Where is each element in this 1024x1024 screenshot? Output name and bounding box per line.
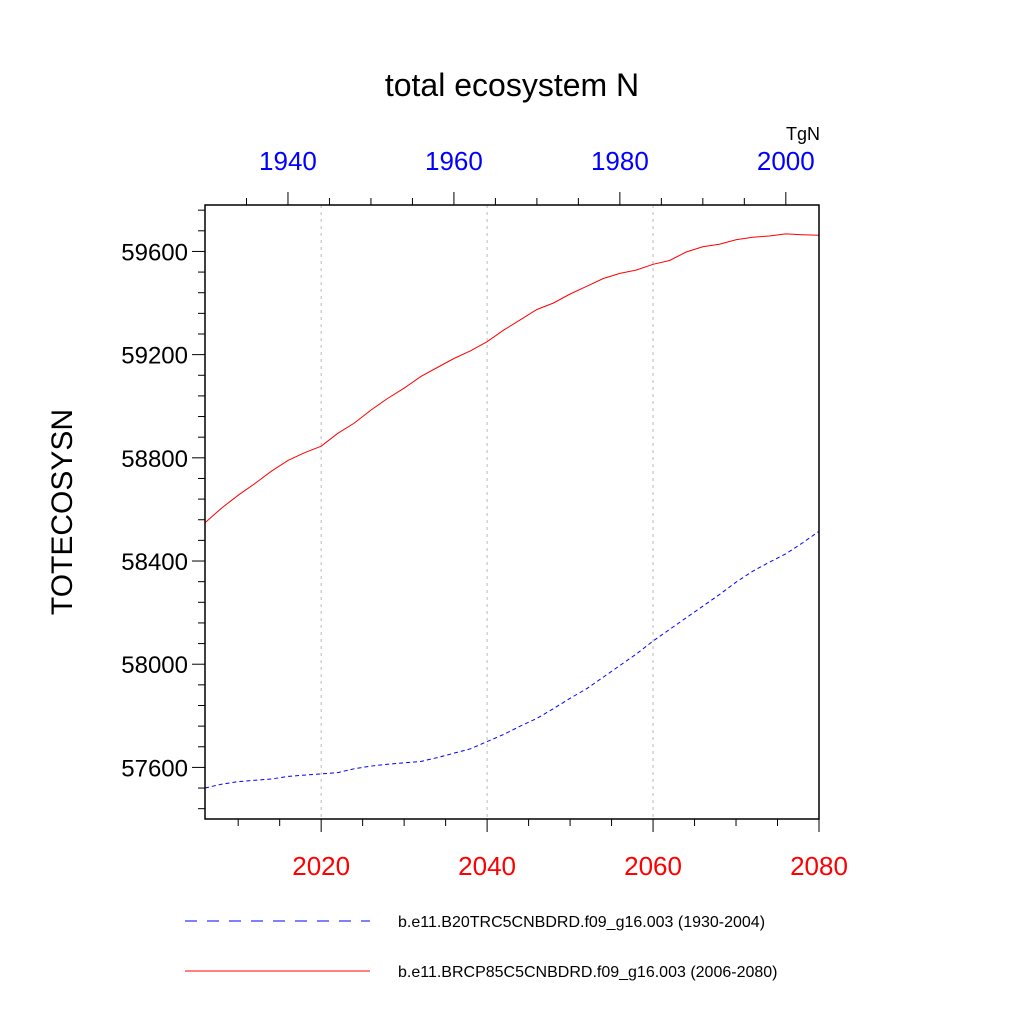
y-tick-label: 57600 bbox=[121, 755, 188, 782]
x-bottom-tick-label: 2060 bbox=[624, 851, 682, 881]
axis-ticks bbox=[192, 192, 820, 832]
y-tick-label: 59600 bbox=[121, 239, 188, 266]
x-top-tick-label: 1960 bbox=[425, 146, 483, 176]
plot-frame bbox=[204, 204, 820, 820]
x-top-tick-label: 2000 bbox=[757, 146, 815, 176]
x-top-tick-label: 1940 bbox=[259, 146, 317, 176]
legend-label-rcp85: b.e11.BRCP85C5CNBDRD.f09_g16.003 (2006-2… bbox=[398, 964, 777, 981]
x-bottom-tick-label: 2040 bbox=[458, 851, 516, 881]
x-bottom-tick-label: 2080 bbox=[790, 851, 848, 881]
series-lines bbox=[204, 233, 820, 789]
y-tick-label: 58400 bbox=[121, 549, 188, 576]
y-tick-label: 58000 bbox=[121, 652, 188, 679]
grid bbox=[320, 205, 654, 819]
series-line-rcp85 bbox=[204, 233, 820, 524]
chart-title: total ecosystem N bbox=[385, 67, 639, 103]
units-label: TgN bbox=[786, 124, 820, 144]
y-axis-label: TOTECOSYSN bbox=[46, 409, 79, 615]
y-tick-label: 59200 bbox=[121, 343, 188, 370]
y-tick-label: 58800 bbox=[121, 446, 188, 473]
tick-labels: 57600 58000 58400 58800 59200 59600 2020 2040 20… bbox=[121, 146, 848, 881]
legend: b.e11.B20TRC5CNBDRD.f09_g16.003 (1930-20… bbox=[185, 914, 777, 981]
x-top-tick-label: 1980 bbox=[591, 146, 649, 176]
legend-label-historical: b.e11.B20TRC5CNBDRD.f09_g16.003 (1930-20… bbox=[398, 914, 765, 931]
x-bottom-tick-label: 2020 bbox=[292, 851, 350, 881]
